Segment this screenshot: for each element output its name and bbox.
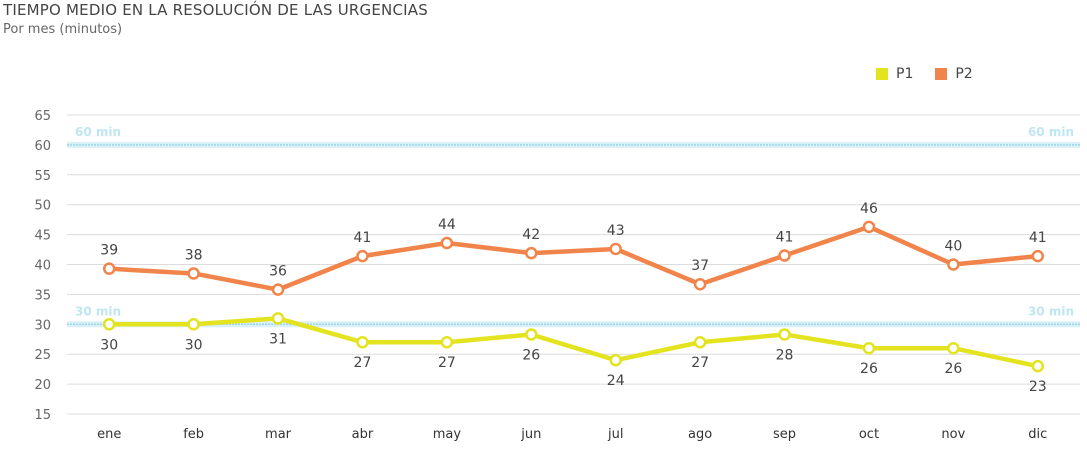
x-tick-label: jul: [607, 427, 623, 442]
reference-band: [67, 321, 1080, 328]
x-tick-label: oct: [859, 427, 879, 442]
data-point-p2: [947, 258, 960, 271]
chart-subtitle: Por mes (minutos): [3, 22, 123, 37]
x-tick-label: may: [433, 427, 462, 442]
data-point-p2: [693, 277, 707, 291]
data-point-p2: [440, 236, 454, 250]
data-point-p1: [356, 335, 369, 349]
legend-label-p2: P2: [955, 66, 973, 82]
data-label-p2: 42: [522, 227, 540, 243]
data-label-p1: 28: [776, 347, 794, 363]
data-point-p2: [609, 242, 622, 256]
chart-legend: P1 P2: [876, 66, 995, 82]
data-label-p1: 27: [438, 355, 456, 371]
y-tick-label: 20: [34, 378, 51, 393]
series-line-p1: [106, 316, 1041, 369]
data-point-p1: [778, 328, 791, 341]
data-label-p1: 26: [944, 361, 962, 377]
y-tick-label: 25: [34, 348, 51, 363]
x-tick-label: nov: [941, 427, 965, 442]
reference-label: 60 min: [75, 125, 121, 139]
data-label-p2: 44: [438, 217, 456, 233]
data-label-p2: 46: [860, 201, 878, 217]
y-tick-label: 50: [34, 199, 51, 214]
data-point-p1: [609, 353, 622, 367]
data-label-p2: 39: [100, 243, 118, 259]
data-label-p2: 43: [607, 223, 625, 239]
y-tick-label: 60: [34, 139, 51, 154]
reference-label: 60 min: [1028, 125, 1074, 139]
data-label-p1: 31: [269, 331, 287, 347]
data-label-p1: 30: [100, 337, 118, 353]
x-tick-label: jun: [520, 427, 541, 442]
data-point-p1: [102, 318, 116, 331]
series-line-p2: [106, 224, 1041, 292]
data-label-p2: 41: [1029, 230, 1047, 246]
legend-item-p1: P1: [876, 66, 913, 82]
x-tick-label: sep: [773, 427, 796, 442]
data-label-p2: 37: [691, 258, 709, 274]
data-point-p1: [187, 318, 200, 331]
y-tick-label: 30: [34, 318, 51, 333]
data-point-p2: [862, 220, 876, 234]
data-label-p1: 30: [185, 337, 203, 353]
y-tick-label: 40: [34, 259, 51, 274]
x-tick-label: abr: [352, 427, 374, 442]
reference-label: 30 min: [75, 304, 121, 318]
data-point-p1: [862, 341, 876, 355]
data-point-p2: [271, 283, 285, 296]
reference-label: 30 min: [1028, 304, 1074, 318]
data-point-p1: [947, 341, 960, 355]
x-tick-label: ago: [688, 427, 712, 442]
y-tick-label: 35: [34, 288, 51, 303]
data-label-p1: 27: [354, 355, 372, 371]
data-point-p1: [525, 328, 538, 341]
chart-title: TIEMPO MEDIO EN LA RESOLUCIÓN DE LAS URG…: [3, 1, 428, 19]
data-label-p2: 41: [354, 230, 372, 246]
data-label-p1: 23: [1029, 379, 1047, 395]
y-tick-label: 55: [34, 169, 51, 184]
data-label-p1: 26: [860, 361, 878, 377]
data-point-p1: [440, 335, 454, 349]
y-tick-label: 65: [34, 109, 51, 124]
data-point-p1: [693, 335, 707, 349]
legend-label-p1: P1: [896, 66, 914, 82]
data-label-p2: 40: [944, 239, 962, 255]
x-tick-label: dic: [1028, 427, 1047, 442]
x-tick-label: mar: [265, 427, 292, 442]
reference-band: [67, 141, 1080, 148]
data-label-p2: 41: [776, 230, 794, 246]
data-point-p2: [778, 249, 791, 262]
legend-item-p2: P2: [935, 66, 973, 82]
data-point-p2: [102, 262, 116, 275]
x-tick-label: ene: [97, 427, 121, 442]
data-point-p1: [1031, 359, 1045, 373]
legend-swatch-p1: [876, 68, 888, 80]
data-point-p2: [1031, 249, 1045, 263]
data-point-p2: [187, 267, 200, 280]
data-point-p2: [356, 249, 369, 263]
data-label-p2: 36: [269, 264, 287, 280]
y-tick-label: 45: [34, 229, 51, 244]
data-point-p1: [271, 312, 285, 325]
data-label-p1: 24: [607, 373, 625, 389]
legend-swatch-p2: [935, 68, 948, 80]
y-tick-label: 15: [34, 408, 51, 423]
data-point-p2: [525, 246, 538, 260]
data-label-p2: 38: [185, 247, 203, 263]
data-label-p1: 27: [691, 355, 709, 371]
x-tick-label: feb: [183, 427, 204, 442]
data-label-p1: 26: [522, 347, 540, 363]
